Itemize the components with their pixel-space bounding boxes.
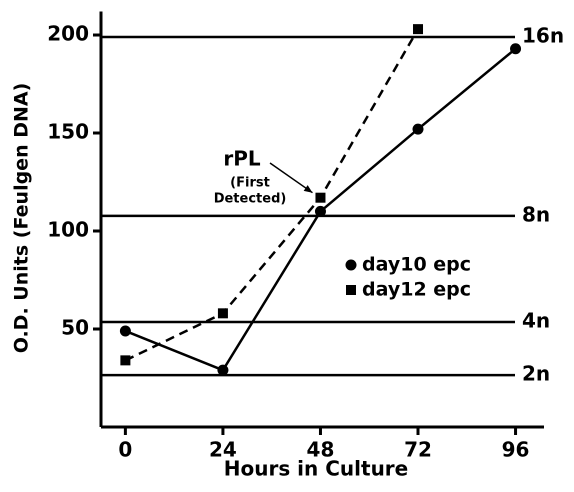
reference-label: 8n [522,202,550,226]
y-tick-label: 200 [47,22,89,46]
point [119,325,131,337]
point [314,205,326,217]
point [413,24,424,35]
point [510,43,522,55]
x-tick-label: 0 [118,438,132,462]
annotation-text: (First [230,176,270,191]
y-tick-label: 150 [47,120,89,144]
x-tick-label: 72 [404,438,432,462]
reference-label: 4n [522,308,550,332]
annotation-arrow [269,162,313,194]
y-axis-label: O.D. Units (Feulgen DNA) [11,83,33,354]
point [120,355,131,366]
legend-marker [345,259,357,271]
x-axis-label: Hours in Culture [224,457,409,481]
reference-label: 2n [522,362,550,386]
annotation-text: Detected) [214,192,287,207]
legend-marker [346,285,356,295]
x-tick-label: 24 [209,438,237,462]
annotation-text: rPL [223,147,261,171]
point [412,123,424,135]
legend-label: day12 epc [362,279,471,301]
y-tick-label: 100 [47,218,89,242]
x-tick-label: 48 [307,438,335,462]
point [217,308,228,319]
x-tick-label: 96 [502,438,530,462]
point [315,192,326,203]
annotation-arrowhead [303,185,313,193]
y-tick-label: 50 [61,316,89,340]
series-line [124,28,420,362]
legend-label: day10 epc [362,254,471,276]
point [217,364,229,376]
reference-label: 16n [522,23,564,47]
